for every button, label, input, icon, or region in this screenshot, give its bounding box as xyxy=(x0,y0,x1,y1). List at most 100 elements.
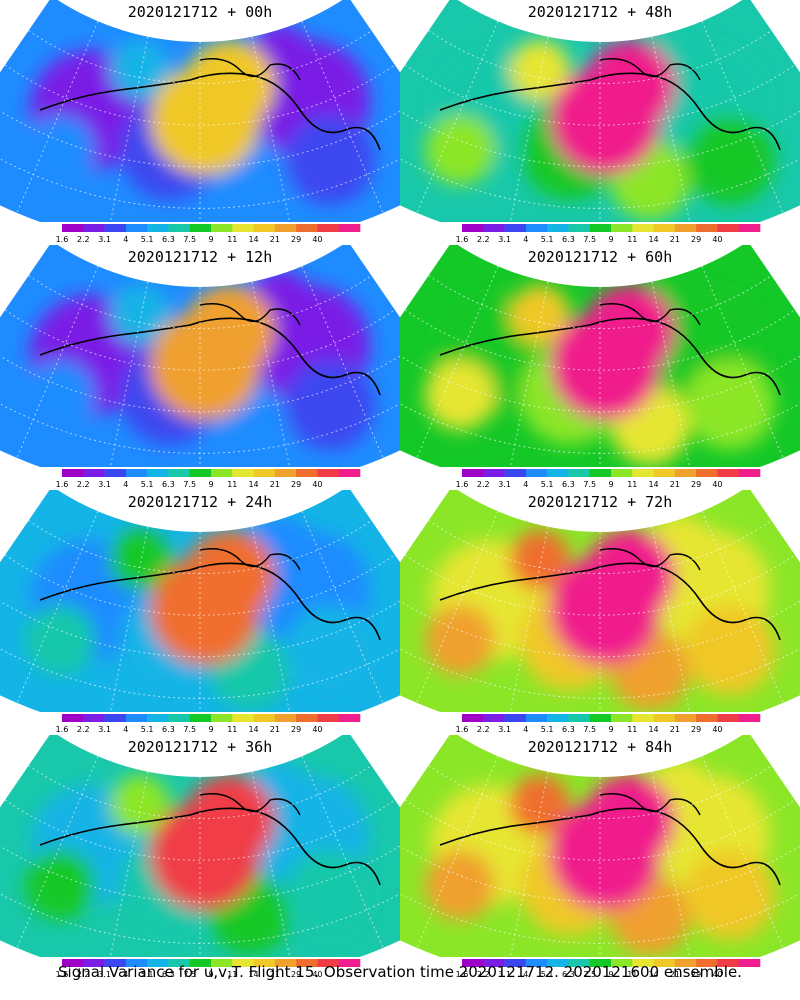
colorbar-tick-label: 6.3 xyxy=(162,480,175,489)
colorbar-swatch xyxy=(104,959,127,967)
colorbar-tick-label: 11 xyxy=(227,480,238,489)
colorbar-tick-label: 4 xyxy=(523,970,529,979)
colorbar-swatch xyxy=(504,714,527,722)
colorbar-tick-label: 5.1 xyxy=(140,970,154,979)
map-panel: 2020121712 + 60h 1.6 2.2 3.1 4 5.1 6.3 7.5 9 11 14… xyxy=(400,245,800,490)
map-panel: 2020121712 + 24h 1.6 2.2 3.1 4 5.1 6.3 7.5 9 11 14… xyxy=(0,490,400,735)
colorbar-tick-label: 3.1 xyxy=(498,725,511,734)
colorbar-swatch xyxy=(317,469,340,477)
colorbar-tick-label: 4 xyxy=(123,725,129,734)
colorbar-swatch xyxy=(568,714,591,722)
colorbar-swatch xyxy=(232,469,254,477)
colorbar-swatch xyxy=(504,224,527,232)
colorbar-tick-label: 4 xyxy=(523,235,529,244)
colorbar-tick-label: 9 xyxy=(608,725,614,734)
colorbar-tick-label: 1.6 xyxy=(455,970,469,979)
colorbar-swatch xyxy=(253,959,276,967)
colorbar-labels: 1.6 2.2 3.1 4 5.1 6.3 7.5 9 11 14 21 29 40 xyxy=(55,725,365,735)
map-panel: 2020121712 + 36h 1.6 2.2 3.1 4 5.1 6.3 7.5 9 11 14… xyxy=(0,735,400,980)
colorbar-swatch xyxy=(632,959,654,967)
colorbar-swatch xyxy=(568,469,591,477)
colorbar-swatch xyxy=(83,959,105,967)
polar-map xyxy=(0,245,400,467)
colorbar-swatch xyxy=(317,959,340,967)
colorbar-tick-label: 11 xyxy=(227,970,238,979)
colorbar-swatch xyxy=(632,224,654,232)
colorbar-swatch xyxy=(296,959,318,967)
colorbar-tick-label: 29 xyxy=(691,725,702,734)
colorbar-swatch xyxy=(274,469,297,477)
colorbar-swatch xyxy=(62,224,84,232)
colorbar-tick-label: 21 xyxy=(269,725,280,734)
colorbar-swatch xyxy=(104,224,127,232)
colorbar-swatch xyxy=(738,714,761,722)
colorbar-tick-label: 2.2 xyxy=(76,725,90,734)
colorbar-tick-label: 9 xyxy=(608,235,614,244)
colorbar-swatch xyxy=(83,469,105,477)
colorbar-swatch xyxy=(232,224,254,232)
colorbar-swatch xyxy=(504,959,527,967)
colorbar-swatch xyxy=(232,714,254,722)
colorbar-swatch xyxy=(653,714,676,722)
colorbar-swatch xyxy=(717,714,740,722)
colorbar-tick-label: 3.1 xyxy=(98,235,111,244)
colorbar-tick-label: 21 xyxy=(269,235,280,244)
colorbar-tick-label: 29 xyxy=(691,235,702,244)
colorbar-tick-label: 3.1 xyxy=(98,480,111,489)
colorbar-tick-label: 1.6 xyxy=(55,235,69,244)
colorbar-swatch xyxy=(296,714,318,722)
colorbar-tick-label: 1.6 xyxy=(455,235,469,244)
colorbar-tick-label: 40 xyxy=(312,725,323,734)
panel-title: 2020121712 + 24h xyxy=(127,493,273,511)
colorbar-tick-label: 11 xyxy=(627,480,638,489)
colorbar-tick-label: 21 xyxy=(669,235,680,244)
colorbar-tick-label: 6.3 xyxy=(162,235,175,244)
colorbar-swatch xyxy=(674,714,697,722)
colorbar-swatch xyxy=(483,714,505,722)
colorbar xyxy=(462,714,761,722)
colorbar-swatch xyxy=(738,959,761,967)
colorbar-tick-label: 5.1 xyxy=(140,480,154,489)
colorbar-labels: 1.6 2.2 3.1 4 5.1 6.3 7.5 9 11 14 21 29 40 xyxy=(455,235,765,245)
colorbar-swatch xyxy=(168,959,191,967)
colorbar xyxy=(62,469,361,477)
colorbar-swatch xyxy=(589,714,612,722)
colorbar-tick-label: 5.1 xyxy=(140,725,154,734)
colorbar-swatch xyxy=(338,224,361,232)
colorbar-swatch xyxy=(253,469,276,477)
colorbar-swatch xyxy=(653,469,676,477)
colorbar-tick-label: 6.3 xyxy=(562,970,575,979)
colorbar-swatch xyxy=(525,959,548,967)
colorbar-tick-label: 2.2 xyxy=(476,970,490,979)
colorbar-swatch xyxy=(674,224,697,232)
colorbar-swatch xyxy=(125,959,148,967)
colorbar-labels: 1.6 2.2 3.1 4 5.1 6.3 7.5 9 11 14 21 29 40 xyxy=(55,970,365,980)
colorbar-tick-label: 14 xyxy=(648,480,659,489)
colorbar-tick-label: 3.1 xyxy=(98,970,111,979)
colorbar-labels: 1.6 2.2 3.1 4 5.1 6.3 7.5 9 11 14 21 29 40 xyxy=(455,725,765,735)
colorbar-tick-label: 29 xyxy=(291,725,302,734)
colorbar-tick-label: 9 xyxy=(608,970,614,979)
map-panel: 2020121712 + 12h 1.6 2.2 3.1 4 5.1 6.3 7.5 9 11 14… xyxy=(0,245,400,490)
colorbar-swatch xyxy=(696,714,718,722)
map-panel: 2020121712 + 48h 1.6 2.2 3.1 4 5.1 6.3 7.5 9 11 14… xyxy=(400,0,800,245)
colorbar-swatch xyxy=(274,224,297,232)
colorbar-tick-label: 1.6 xyxy=(455,480,469,489)
colorbar-swatch xyxy=(168,469,191,477)
colorbar-tick-label: 9 xyxy=(208,725,214,734)
colorbar-tick-label: 40 xyxy=(712,235,723,244)
polar-map xyxy=(400,0,800,222)
colorbar-tick-label: 1.6 xyxy=(455,725,469,734)
colorbar xyxy=(62,224,361,232)
colorbar-tick-label: 2.2 xyxy=(476,480,490,489)
colorbar-tick-label: 11 xyxy=(627,725,638,734)
map-panel: 2020121712 + 84h 1.6 2.2 3.1 4 5.1 6.3 7.5 9 11 14… xyxy=(400,735,800,980)
colorbar-swatch xyxy=(168,714,191,722)
colorbar-swatch xyxy=(211,714,233,722)
colorbar-swatch xyxy=(462,224,484,232)
colorbar-swatch xyxy=(211,224,233,232)
colorbar-tick-label: 3.1 xyxy=(498,970,511,979)
colorbar-swatch xyxy=(83,224,105,232)
colorbar-tick-label: 6.3 xyxy=(562,725,575,734)
colorbar-tick-label: 1.6 xyxy=(55,970,69,979)
